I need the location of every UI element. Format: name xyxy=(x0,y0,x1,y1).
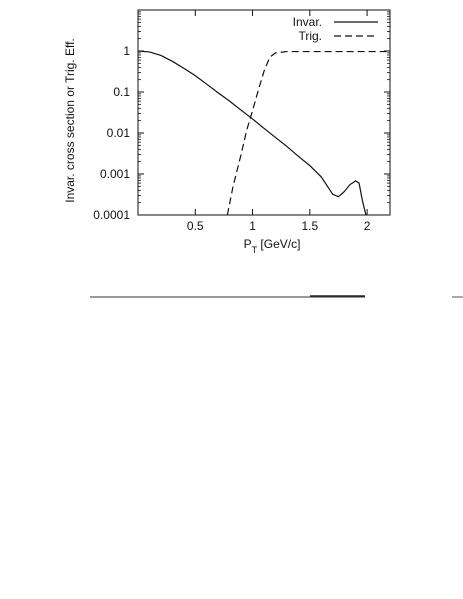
x-tick-label: 2 xyxy=(364,219,371,233)
series-line-trig xyxy=(226,50,390,215)
x-axis-label: PT [GeV/c] xyxy=(244,237,301,255)
plot-frame xyxy=(137,9,391,216)
y-tick-label: 0.01 xyxy=(107,126,131,140)
legend-label: Invar. xyxy=(293,15,322,29)
series-line-invar xyxy=(138,50,367,215)
y-tick-label: 0.0001 xyxy=(93,208,130,222)
x-tick-label: 1.5 xyxy=(301,219,318,233)
x-axis-label-main: P xyxy=(244,237,252,251)
y-axis-label: Invar. cross section or Trig. Eff. xyxy=(63,38,77,203)
page-rule xyxy=(90,295,463,298)
x-tick-label: 0.5 xyxy=(187,219,204,233)
x-tick-label: 1 xyxy=(249,219,256,233)
series-layer xyxy=(138,50,390,215)
y-tick-label: 0.1 xyxy=(113,85,130,99)
y-tick-label: 0.001 xyxy=(100,167,130,181)
legend-label: Trig. xyxy=(298,29,322,43)
x-axis-label-subscript: T xyxy=(252,245,258,255)
legend: Invar.Trig. xyxy=(293,15,378,43)
x-axis-label-suffix: [GeV/c] xyxy=(257,237,300,251)
y-tick-label: 1 xyxy=(123,44,130,58)
plot-area xyxy=(137,9,391,216)
x-axis-ticks: 0.5 1 1.5 2 xyxy=(187,10,371,233)
